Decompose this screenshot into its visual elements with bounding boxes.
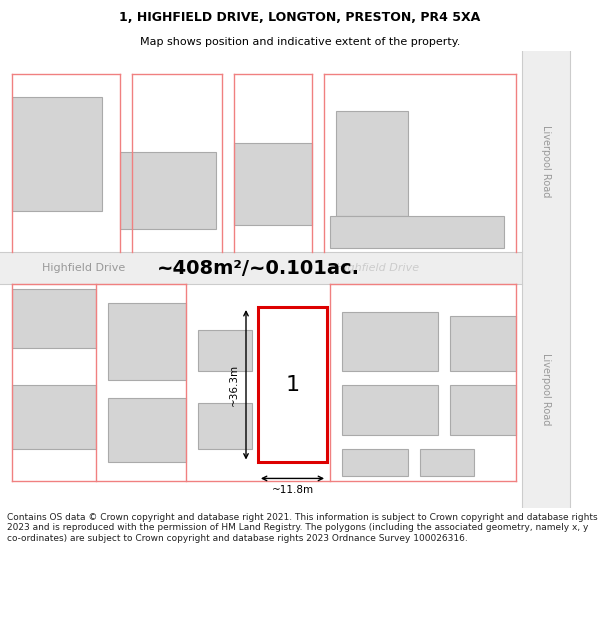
Bar: [450, 316, 516, 371]
Bar: [0, 253, 522, 284]
Bar: [342, 449, 408, 476]
Bar: [120, 152, 216, 229]
Text: ~36.3m: ~36.3m: [229, 364, 239, 406]
Bar: [12, 385, 96, 449]
Text: Liverpool Road: Liverpool Road: [541, 353, 551, 426]
Bar: [234, 142, 312, 225]
Text: Highfield Drive: Highfield Drive: [42, 263, 125, 273]
Text: ~408m²/~0.101ac.: ~408m²/~0.101ac.: [157, 259, 359, 278]
Bar: [198, 330, 252, 371]
Text: 1: 1: [286, 375, 299, 395]
Bar: [12, 289, 96, 348]
Bar: [258, 307, 327, 462]
Bar: [450, 385, 516, 435]
Text: ~11.8m: ~11.8m: [271, 485, 314, 495]
Bar: [108, 399, 186, 462]
Bar: [342, 312, 438, 371]
Bar: [198, 403, 252, 449]
Text: Highfield Drive: Highfield Drive: [336, 263, 419, 273]
Bar: [108, 302, 186, 380]
Text: Map shows position and indicative extent of the property.: Map shows position and indicative extent…: [140, 37, 460, 47]
Bar: [522, 51, 570, 508]
Bar: [336, 111, 408, 216]
Text: 1, HIGHFIELD DRIVE, LONGTON, PRESTON, PR4 5XA: 1, HIGHFIELD DRIVE, LONGTON, PRESTON, PR…: [119, 11, 481, 24]
Bar: [420, 449, 474, 476]
Bar: [330, 216, 504, 248]
Text: Liverpool Road: Liverpool Road: [541, 125, 551, 197]
Bar: [12, 97, 102, 211]
Bar: [342, 385, 438, 435]
Text: Contains OS data © Crown copyright and database right 2021. This information is : Contains OS data © Crown copyright and d…: [7, 512, 598, 542]
